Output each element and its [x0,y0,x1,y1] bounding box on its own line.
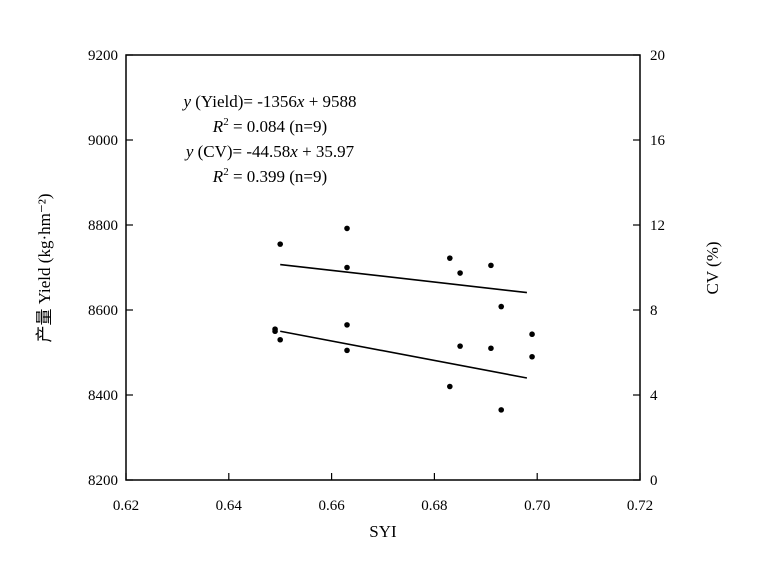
point-yield [529,331,535,338]
trend-lines [280,263,528,379]
point-cv [344,264,350,271]
point-cv [447,383,453,390]
point-yield [344,225,350,232]
point-cv [457,343,463,349]
left-axis-title: 产量 Yield (kg·hm⁻²) [35,193,54,342]
x-tick-label: 0.72 [627,498,653,514]
point-yield [447,255,453,261]
data-points [272,225,535,413]
right-tick-label: 20 [650,48,665,64]
left-tick-label: 8400 [88,388,118,404]
point-cv [529,353,535,360]
left-tick-label: 9200 [88,48,118,64]
x-axis-ticks: 0.62 0.64 0.66 0.68 0.70 0.72 [113,473,653,514]
point-cv [344,322,350,328]
x-axis-title: SYI [369,522,397,541]
point-cv [277,336,284,343]
x-tick-label: 0.66 [318,498,345,514]
point-cv [344,347,350,354]
right-axis-ticks: 0 4 8 12 16 20 [633,48,666,489]
trend-line-yield [280,263,528,294]
right-tick-label: 16 [650,133,666,149]
plot-frame [125,54,641,481]
left-tick-label: 9000 [88,133,118,149]
x-tick-label: 0.70 [524,498,550,514]
point-yield [277,241,284,247]
left-tick-label: 8200 [88,473,118,489]
trend-line-cv [280,330,528,379]
right-tick-label: 0 [650,473,658,489]
point-cv [272,328,278,335]
x-tick-label: 0.62 [113,498,139,514]
left-tick-label: 8800 [88,218,118,234]
x-tick-label: 0.68 [421,498,447,514]
right-tick-label: 8 [650,303,658,319]
left-axis-ticks: 8200 8400 8600 8800 9000 9200 [88,48,133,489]
point-cv [498,407,505,413]
left-tick-label: 8600 [88,303,118,319]
point-yield [457,270,463,276]
equation-block: y (Yield)= -1356x + 9588 R2 = 0.084 (n=9… [181,92,356,186]
point-cv [488,345,494,352]
r2-yield: R2 = 0.084 (n=9) [212,116,327,136]
right-tick-label: 12 [650,218,665,234]
equation-yield: y (Yield)= -1356x + 9588 [181,92,356,111]
point-yield [498,303,505,310]
x-tick-label: 0.64 [216,498,243,514]
point-yield [488,262,494,269]
equation-cv: y (CV)= -44.58x + 35.97 [184,142,355,161]
r2-cv: R2 = 0.399 (n=9) [212,166,327,186]
right-tick-label: 4 [650,388,658,404]
right-axis-title: CV (%) [703,241,722,294]
